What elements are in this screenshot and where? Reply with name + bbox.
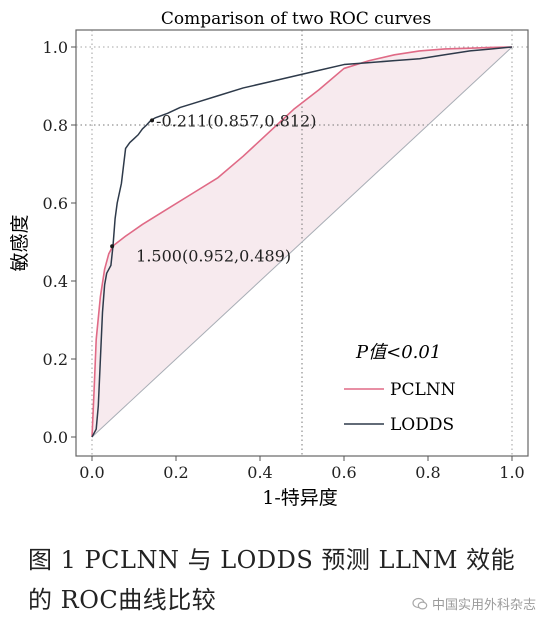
wechat-icon — [412, 597, 428, 610]
watermark: 中国实用外科杂志 — [412, 594, 536, 613]
y-tick-label: 0.0 — [43, 428, 68, 447]
y-tick-label: 0.2 — [43, 350, 68, 369]
y-tick-label: 0.4 — [43, 272, 68, 291]
cutoff-annotation: 1.500(0.952,0.489) — [136, 246, 291, 265]
y-tick-label: 0.8 — [43, 116, 68, 135]
legend-label-pclnn: PCLNN — [390, 380, 456, 400]
figure-caption: 图 1 PCLNN 与 LODDS 预测 LLNM 效能的 ROC曲线比较 — [28, 546, 516, 614]
cutoff-annotation: -0.211(0.857,0.812) — [156, 111, 316, 130]
plot-area: 0.0 0.2 0.4 0.6 0.8 1.0 0.0 0.2 0.4 0.6 0.8 1.0 -0.2… — [43, 29, 529, 482]
x-tick-label: 0.4 — [247, 463, 272, 482]
reference-diagonal — [91, 46, 513, 438]
x-tick-label: 0.2 — [163, 463, 188, 482]
chart-title: Comparison of two ROC curves — [161, 9, 431, 29]
cutoff-point — [150, 118, 155, 123]
roc-chart: Comparison of two ROC curves 0.0 0.2 0.4 0.… — [9, 9, 529, 509]
x-tick-label: 0.0 — [79, 463, 104, 482]
x-axis-label: 1-特异度 — [262, 487, 338, 509]
y-axis-label: 敏感度 — [9, 214, 31, 271]
legend-label-lodds: LODDS — [390, 415, 454, 435]
series-line-lodds — [91, 46, 513, 438]
y-tick-label: 0.6 — [43, 194, 68, 213]
legend-title: P值<0.01 — [355, 342, 441, 363]
watermark-text: 中国实用外科杂志 — [431, 598, 536, 613]
legend: P值<0.01 PCLNN LODDS — [344, 342, 456, 435]
y-tick-label: 1.0 — [43, 38, 68, 57]
cutoff-point — [110, 244, 115, 249]
x-tick-label: 0.8 — [415, 463, 440, 482]
x-tick-label: 0.6 — [331, 463, 356, 482]
x-tick-label: 1.0 — [499, 463, 524, 482]
series-line-pclnn — [91, 46, 513, 438]
